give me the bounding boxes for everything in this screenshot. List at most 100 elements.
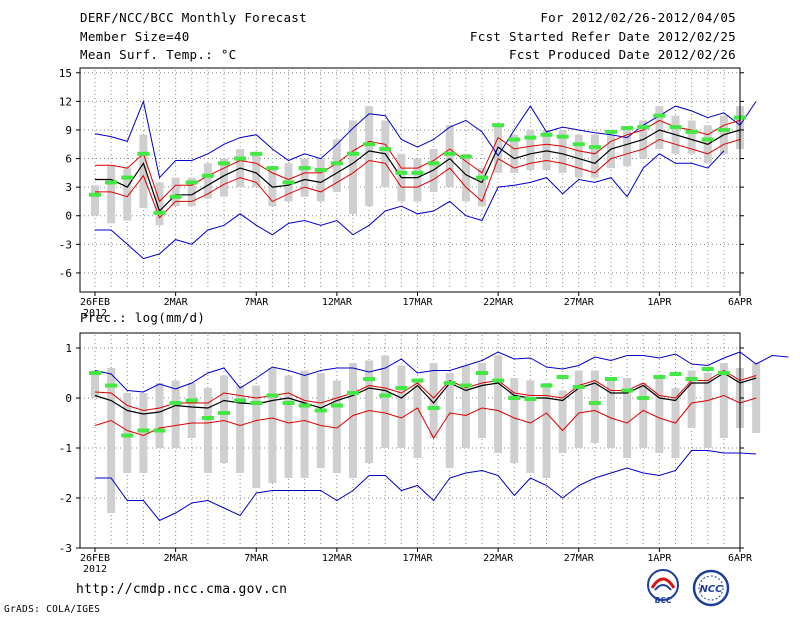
chart-title: DERF/NCC/BCC Monthly Forecast bbox=[80, 10, 307, 25]
prec-spread-box bbox=[719, 363, 728, 438]
temp-spread-box bbox=[413, 158, 422, 202]
temp-year-label: 2012 bbox=[83, 308, 107, 319]
prec-observed-marker bbox=[459, 383, 472, 388]
temp-spread-box bbox=[461, 153, 470, 202]
prec-spread-box bbox=[236, 385, 245, 473]
prec-y-tick-label: -3 bbox=[59, 542, 72, 555]
temp-y-tick-label: -6 bbox=[59, 267, 72, 280]
prec-observed-marker bbox=[330, 403, 343, 408]
prec-spread-box bbox=[574, 370, 583, 448]
temp-spread-box bbox=[203, 163, 212, 199]
prec-observed-marker bbox=[185, 398, 198, 403]
temp-spread-box bbox=[607, 134, 615, 169]
prec-spread-box bbox=[365, 360, 374, 463]
temp-observed-marker bbox=[185, 180, 198, 185]
temp-observed-marker bbox=[105, 180, 118, 185]
ncc-logo: NCC bbox=[692, 569, 730, 607]
temp-observed-marker bbox=[685, 129, 698, 134]
prec-spread-box bbox=[91, 370, 99, 398]
prec-observed-marker bbox=[169, 401, 182, 405]
temp-observed-marker bbox=[250, 151, 263, 156]
temp-y-tick-label: 3 bbox=[65, 181, 72, 194]
prec-y-tick-label: -1 bbox=[59, 442, 72, 455]
prec-spread-box bbox=[413, 380, 422, 458]
prec-observed-marker bbox=[201, 416, 214, 420]
prec-x-tick-label: 17MAR bbox=[402, 553, 433, 564]
temp-spread-box bbox=[171, 177, 180, 207]
temp-spread-box bbox=[542, 129, 551, 170]
temp-spread-box bbox=[558, 129, 567, 173]
temp-spread-box bbox=[252, 153, 261, 188]
temp-spread-box bbox=[316, 158, 325, 202]
prec-spread-box bbox=[461, 365, 470, 448]
temp-spread-box bbox=[332, 139, 341, 192]
temp-spread-box bbox=[445, 125, 454, 188]
temp-observed-marker bbox=[266, 166, 279, 171]
prec-spread-box bbox=[510, 378, 519, 463]
prec-spread-box bbox=[203, 388, 212, 473]
temp-max-line bbox=[94, 99, 757, 179]
temp-observed-marker bbox=[459, 154, 472, 159]
prec-x-tick-label: 7MAR bbox=[244, 553, 269, 564]
prec-observed-marker bbox=[105, 383, 118, 388]
prec-observed-marker bbox=[653, 375, 666, 379]
prec-observed-marker bbox=[282, 401, 295, 405]
prec-y-tick-label: 1 bbox=[65, 342, 72, 355]
temp-observed-marker bbox=[169, 194, 182, 199]
prec-spread-box bbox=[171, 380, 180, 448]
prec-x-tick-label: 27MAR bbox=[564, 553, 595, 564]
temp-spread-box bbox=[590, 134, 599, 178]
prec-spread-box bbox=[590, 370, 599, 443]
prec-mean-line bbox=[94, 372, 757, 415]
prec-spread-box bbox=[445, 373, 454, 468]
prec-year-label: 2012 bbox=[83, 564, 107, 575]
prec-observed-marker bbox=[411, 378, 424, 383]
forecast-period-label: For 2012/02/26-2012/04/05 bbox=[540, 10, 736, 25]
temp-observed-marker bbox=[234, 156, 247, 161]
temp-spread-box bbox=[187, 177, 196, 207]
prec-spread-box bbox=[107, 368, 116, 513]
prec-spread-box bbox=[252, 385, 261, 488]
prec-observed-marker bbox=[443, 381, 456, 385]
ncc-logo-text: NCC bbox=[699, 584, 723, 595]
prec-p25-line bbox=[94, 394, 757, 439]
prec-observed-marker bbox=[347, 391, 359, 395]
temp-spread-box bbox=[574, 134, 583, 178]
prec-observed-marker bbox=[266, 393, 279, 398]
prec-spread-box bbox=[300, 370, 309, 478]
prec-observed-marker bbox=[314, 408, 327, 413]
bcc-logo: BCC bbox=[647, 569, 679, 605]
member-size-label: Member Size=40 bbox=[80, 29, 190, 44]
temp-observed-marker bbox=[121, 175, 134, 180]
prec-observed-marker bbox=[153, 428, 166, 433]
prec-spread-box bbox=[639, 383, 648, 448]
temp-observed-marker bbox=[443, 151, 456, 156]
temp-x-tick-label: 12MAR bbox=[322, 297, 353, 308]
variable-label: Mean Surf. Temp.: °C bbox=[80, 47, 237, 62]
temp-observed-marker bbox=[298, 166, 311, 171]
prec-spread-box bbox=[187, 383, 196, 438]
temp-spread-box bbox=[623, 129, 632, 167]
temp-spread-box bbox=[365, 106, 374, 207]
footer-url-link[interactable]: http://cmdp.ncc.cma.gov.cn bbox=[76, 582, 288, 597]
temp-observed-marker bbox=[556, 134, 569, 139]
prec-spread-box bbox=[623, 378, 632, 458]
prec-spread-box bbox=[526, 380, 535, 473]
prec-spread-box bbox=[542, 383, 551, 478]
temp-spread-box bbox=[91, 185, 99, 216]
bcc-logo-text: BCC bbox=[655, 596, 672, 605]
prec-p75-line bbox=[94, 369, 757, 412]
prec-x-tick-label: 6APR bbox=[728, 553, 753, 564]
temp-observed-marker bbox=[476, 175, 488, 180]
refer-date-label: Fcst Started Refer Date 2012/02/25 bbox=[469, 29, 736, 44]
temp-observed-marker bbox=[524, 135, 537, 140]
prec-observed-marker bbox=[572, 385, 585, 389]
prec-spread-box bbox=[284, 375, 293, 478]
temp-observed-marker bbox=[395, 170, 408, 175]
prec-max-line bbox=[94, 351, 789, 393]
prec-spread-box bbox=[494, 355, 503, 453]
temp-observed-marker bbox=[492, 123, 505, 128]
temp-observed-marker bbox=[201, 173, 214, 178]
prec-observed-marker bbox=[395, 386, 408, 390]
prec-spread-box bbox=[429, 363, 438, 438]
